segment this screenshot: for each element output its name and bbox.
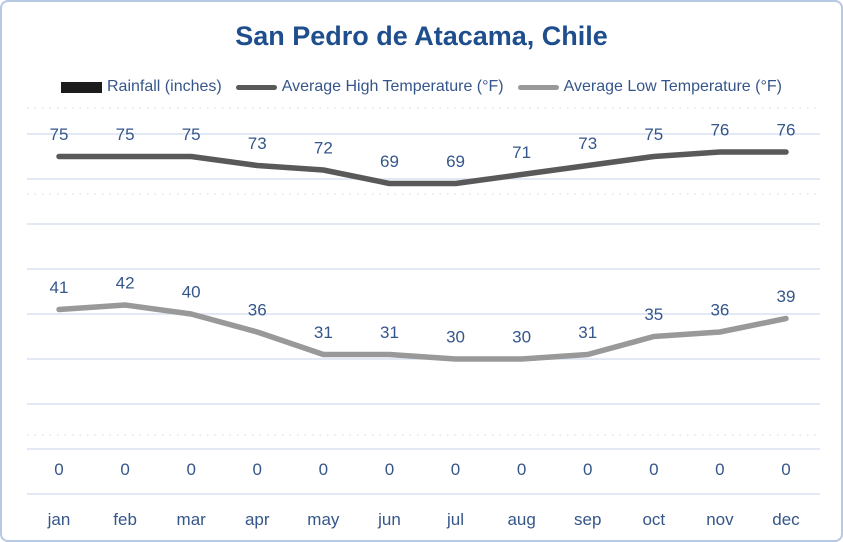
data-label: 76: [710, 120, 729, 139]
data-label: 69: [380, 152, 399, 171]
data-label: 41: [50, 278, 69, 297]
data-label: 36: [248, 300, 267, 319]
legend-bar-swatch-icon: [61, 81, 102, 93]
data-label: 0: [54, 460, 63, 479]
month-label: apr: [245, 510, 270, 529]
data-label: 31: [314, 323, 333, 342]
data-label: 40: [182, 282, 201, 301]
legend-line-swatch-icon: [235, 84, 277, 90]
month-label: nov: [706, 510, 734, 529]
data-label: 36: [710, 300, 729, 319]
data-label: 72: [314, 138, 333, 157]
data-label: 0: [649, 460, 658, 479]
data-label: 0: [253, 460, 262, 479]
month-label: aug: [507, 510, 535, 529]
month-label: jan: [47, 510, 71, 529]
data-label: 75: [182, 125, 201, 144]
month-label: dec: [772, 510, 800, 529]
legend-item-0: Rainfall (inches): [61, 78, 222, 96]
data-label: 31: [380, 323, 399, 342]
month-label: may: [307, 510, 340, 529]
data-label: 42: [116, 273, 135, 292]
data-label: 0: [385, 460, 394, 479]
month-label: jul: [446, 510, 464, 529]
data-label: 69: [446, 152, 465, 171]
month-label: feb: [113, 510, 137, 529]
data-label: 0: [319, 460, 328, 479]
month-label: sep: [574, 510, 601, 529]
data-label: 0: [451, 460, 460, 479]
low-temp-line: [56, 302, 789, 362]
chart-title: San Pedro de Atacama, Chile: [235, 21, 608, 51]
data-label: 73: [578, 134, 597, 153]
data-label: 0: [781, 460, 790, 479]
data-label: 75: [644, 125, 663, 144]
data-label: 75: [116, 125, 135, 144]
legend-line-swatch-icon: [517, 84, 559, 90]
data-label: 0: [120, 460, 129, 479]
data-label: 71: [512, 143, 531, 162]
chart-legend: Rainfall (inches) Average High Temperatur…: [2, 78, 841, 96]
data-label: 31: [578, 323, 597, 342]
month-label: jun: [377, 510, 401, 529]
data-label: 0: [186, 460, 195, 479]
data-label: 39: [777, 287, 796, 306]
legend-item-1: Average High Temperature (°F): [235, 78, 504, 96]
legend-label: Average Low Temperature (°F): [563, 78, 782, 95]
legend-item-2: Average Low Temperature (°F): [517, 78, 782, 96]
high-temp-line: [56, 149, 789, 187]
data-label: 73: [248, 134, 267, 153]
month-label: mar: [177, 510, 207, 529]
month-label: oct: [642, 510, 665, 529]
data-label: 0: [517, 460, 526, 479]
data-label: 0: [715, 460, 724, 479]
data-label: 30: [512, 327, 531, 346]
legend-label: Average High Temperature (°F): [281, 78, 504, 95]
data-label: 0: [583, 460, 592, 479]
data-label: 30: [446, 327, 465, 346]
data-label: 75: [50, 125, 69, 144]
data-label: 35: [644, 305, 663, 324]
data-label: 76: [777, 120, 796, 139]
legend-label: Rainfall (inches): [107, 78, 222, 95]
